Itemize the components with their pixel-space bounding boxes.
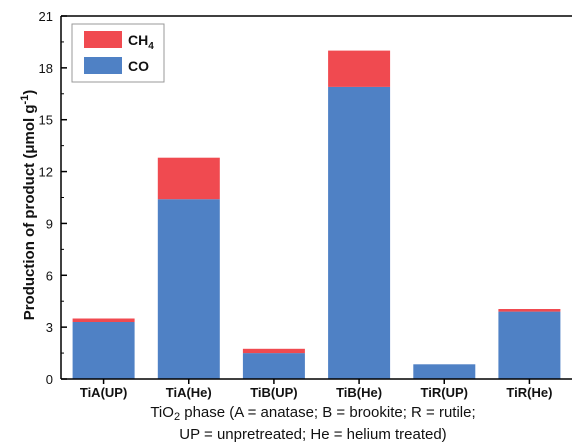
bars-layer (72, 50, 561, 380)
x-tick-label: TiR(He) (506, 385, 552, 400)
bar-ch4-tiahe (157, 157, 220, 200)
legend-label-co: CO (128, 58, 149, 74)
y-tick-label: 15 (39, 113, 53, 128)
x-tick-label: TiR(UP) (421, 385, 468, 400)
bar-co-tibhe (328, 86, 391, 380)
y-tick-label: 18 (39, 61, 53, 76)
bar-co-tibup (242, 353, 305, 379)
y-tick-label: 0 (46, 372, 53, 387)
y-tick-label: 3 (46, 320, 53, 335)
y-tick-label: 9 (46, 216, 53, 231)
ticks-layer: 0 3 6 9 12 15 18 21 TiA(UP) TiA(He) TiB(UP) TiB(He)… (39, 9, 553, 400)
bar-co-tirup (413, 364, 476, 379)
bar-co-tiaup (72, 322, 135, 379)
y-tick-label: 21 (39, 9, 53, 24)
x-axis-title-line1: TiO2 phase (A = anatase; B = brookite; R… (150, 404, 475, 423)
bar-co-tirhe (498, 311, 561, 379)
x-axis-title-line2: UP = unpretreated; He = helium treated) (179, 426, 446, 443)
bar-ch4-tiaup (72, 318, 135, 322)
bar-ch4-tibup (242, 348, 305, 354)
x-tick-label: TiA(He) (166, 385, 212, 400)
bar-co-tiahe (157, 199, 220, 379)
y-axis-title: Production of product (μmol g-1) (19, 90, 38, 321)
y-tick-label: 6 (46, 268, 53, 283)
bar-ch4-tibhe (328, 50, 391, 87)
legend-swatch-ch4 (84, 31, 122, 48)
bar-ch4-tirhe (498, 309, 561, 312)
x-tick-label: TiB(He) (336, 385, 382, 400)
legend-swatch-co (84, 57, 122, 74)
legend: CH4 CO (71, 23, 165, 83)
x-tick-label: TiA(UP) (80, 385, 127, 400)
y-tick-label: 12 (39, 165, 53, 180)
legend-label-ch4: CH4 (128, 32, 154, 52)
x-tick-label: TiB(UP) (250, 385, 297, 400)
